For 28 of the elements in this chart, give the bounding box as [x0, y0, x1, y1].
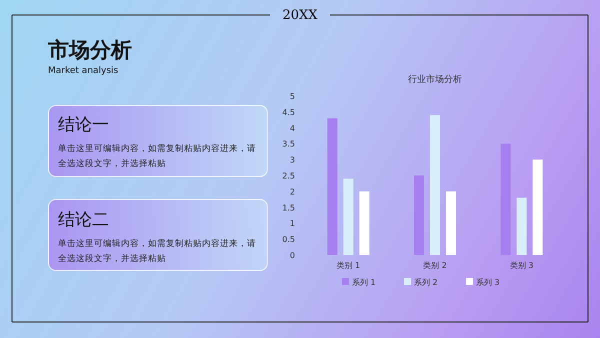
text: 结论一: [58, 114, 109, 136]
y-tick-label: 3: [290, 156, 295, 165]
y-tick-label: 5: [290, 92, 295, 101]
y-tick-label: 0.5: [282, 235, 295, 244]
y-tick-label: 2.5: [282, 172, 295, 180]
y-tick-label: 4: [290, 124, 295, 133]
text: 单击这里可编辑内容，如需复制粘贴内容进来，请全选这段文字，并选择粘贴: [58, 142, 257, 171]
legend-item: 系列 2: [404, 278, 438, 287]
chart-title: 行业市场分析: [408, 74, 462, 85]
legend-item: 系列 1: [342, 278, 376, 287]
y-tick-label: 4.5: [282, 108, 295, 117]
legend-item: 系列 3: [466, 278, 500, 287]
y-tick-label: 1: [290, 219, 295, 228]
x-tick-label: 类别 3: [510, 261, 534, 270]
text: Market analysis: [48, 66, 118, 76]
legend-label: 系列 3: [476, 278, 500, 287]
text: 单击这里可编辑内容，如需复制粘贴内容进来，请全选这段文字，并选择粘贴: [58, 238, 257, 266]
legend-label: 系列 2: [414, 278, 438, 287]
text: 市场分析: [48, 37, 132, 64]
x-tick-label: 类别 1: [336, 261, 360, 270]
text: 20XX: [282, 8, 318, 23]
y-tick-label: 3.5: [282, 140, 295, 149]
text: 结论二: [58, 209, 109, 231]
y-tick-label: 0: [290, 251, 295, 260]
y-tick-label: 1.5: [282, 203, 295, 212]
y-tick-label: 2: [290, 187, 295, 196]
legend-label: 系列 1: [352, 278, 376, 287]
x-tick-label: 类别 2: [423, 261, 447, 270]
